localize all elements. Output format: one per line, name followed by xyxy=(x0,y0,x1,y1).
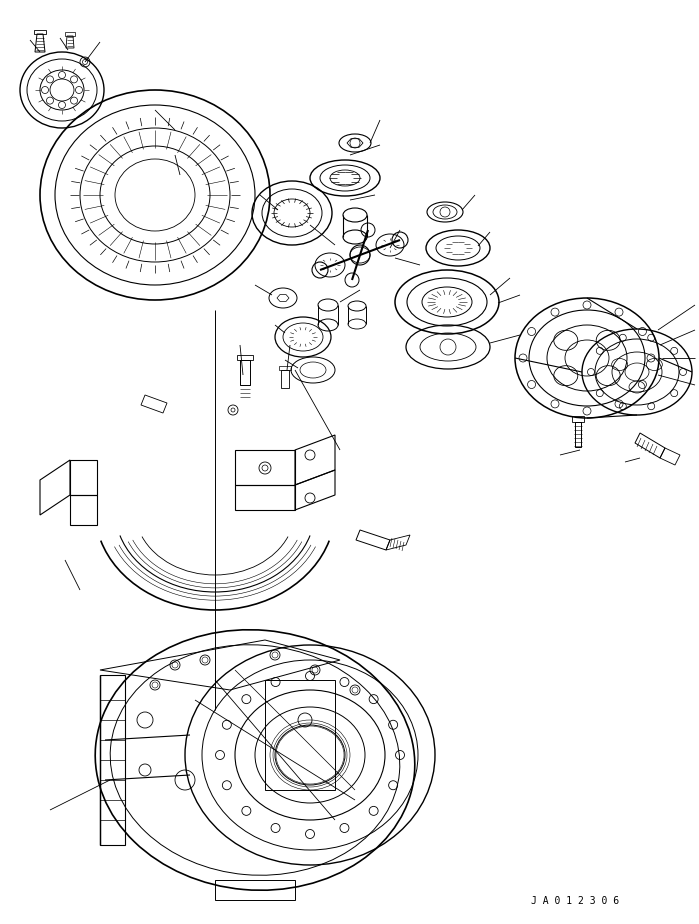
Text: J A 0 1 2 3 0 6: J A 0 1 2 3 0 6 xyxy=(531,896,619,906)
